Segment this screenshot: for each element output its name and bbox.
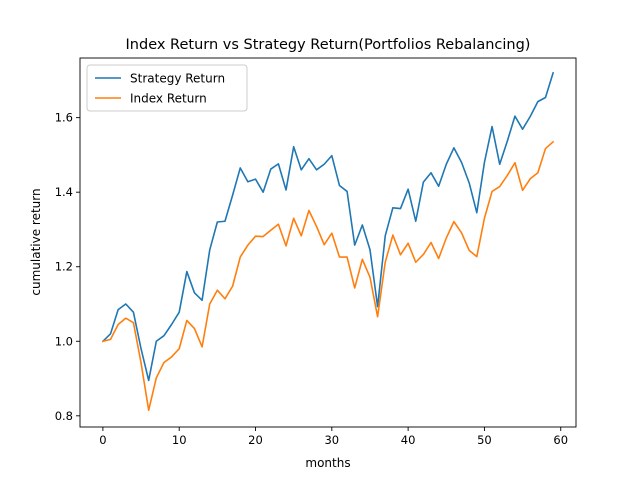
x-tick-label: 60 xyxy=(553,433,568,447)
x-tick-label: 30 xyxy=(324,433,339,447)
series-line-index-return xyxy=(101,140,555,412)
y-tick-label: 1.2 xyxy=(55,260,73,274)
plot-area xyxy=(101,71,555,412)
legend: Strategy Return Index Return xyxy=(86,64,248,112)
chart-title: Index Return vs Strategy Return(Portfoli… xyxy=(126,37,531,53)
x-tick-label: 40 xyxy=(401,433,416,447)
x-tick-label: 0 xyxy=(99,433,106,447)
y-tick-label: 1.4 xyxy=(55,185,73,199)
x-axis-label: months xyxy=(305,456,350,470)
x-tick-label: 10 xyxy=(172,433,187,447)
y-tick-label: 0.8 xyxy=(55,409,73,423)
legend-label-index-return: Index Return xyxy=(130,92,207,106)
legend-label-strategy-return: Strategy Return xyxy=(130,72,225,86)
y-tick-label: 1.0 xyxy=(55,334,73,348)
axes-frame xyxy=(79,57,577,428)
y-tick-label: 1.6 xyxy=(55,111,73,125)
series-line-strategy-return xyxy=(101,71,555,382)
legend-box xyxy=(86,64,248,112)
y-axis-label: cumulative return xyxy=(29,188,43,295)
x-tick-label: 50 xyxy=(477,433,492,447)
x-tick-label: 20 xyxy=(248,433,263,447)
axes: 0 10 20 30 40 50 60 0.8 1.0 1.2 1.4 1.6 xyxy=(55,57,577,447)
